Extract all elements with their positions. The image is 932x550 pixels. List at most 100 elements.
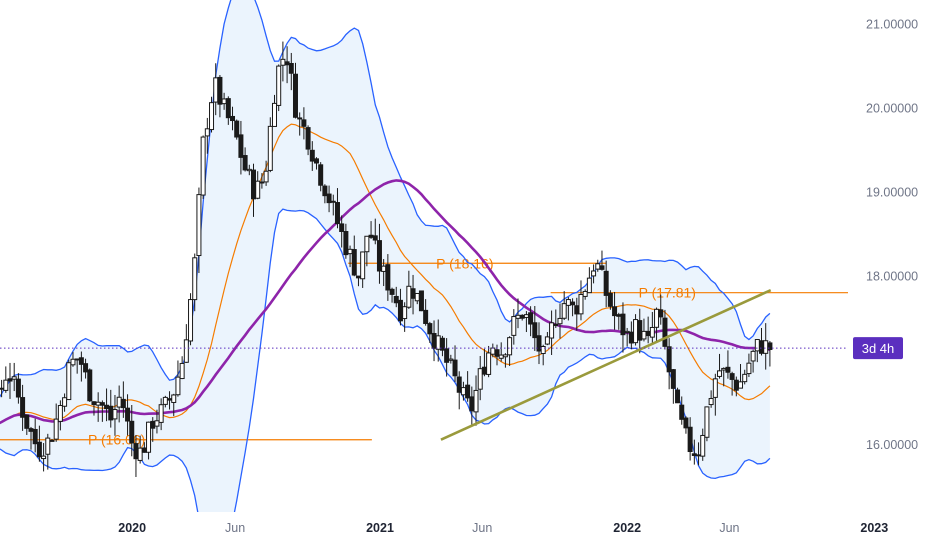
candle-body <box>83 363 89 373</box>
candle-body <box>62 397 68 407</box>
candle-body <box>759 340 765 354</box>
candle-body <box>418 290 424 312</box>
candle-body <box>645 330 651 337</box>
candle <box>662 309 668 350</box>
candle-body <box>15 378 21 398</box>
candle <box>196 187 202 274</box>
candle-body <box>188 299 194 342</box>
candle-body <box>397 299 403 322</box>
time-axis[interactable]: Jun2020Jun2021Jun2022Jun2023 <box>0 521 888 535</box>
candle-body <box>519 314 525 319</box>
candle-body <box>603 270 609 296</box>
x-tick-label: Jun <box>719 521 739 535</box>
candle-body <box>91 401 97 405</box>
candle <box>112 394 118 436</box>
candle <box>209 96 215 133</box>
pivot-label: P (18.16) <box>436 255 493 271</box>
bollinger-lower-line <box>0 208 771 512</box>
candle-body <box>125 407 131 422</box>
candle-body <box>154 420 160 427</box>
candle <box>24 414 30 435</box>
candle <box>670 369 676 404</box>
candle-body <box>582 290 588 297</box>
candle <box>158 398 164 431</box>
candle <box>612 291 618 330</box>
candle-body <box>70 358 76 366</box>
candle-body <box>427 323 433 335</box>
candle-body <box>460 387 466 396</box>
candle-body <box>578 294 584 315</box>
candle-body <box>230 115 236 122</box>
candle-body <box>708 398 714 406</box>
candle <box>292 62 298 119</box>
plot-area[interactable]: P (16.06)P (18.16)P (17.81) <box>0 0 863 550</box>
candle-body <box>99 402 105 406</box>
candle <box>561 291 567 321</box>
candle-body <box>368 234 374 238</box>
candle <box>217 74 223 118</box>
candle-body <box>225 98 231 119</box>
candle-body <box>330 200 336 203</box>
candle <box>700 428 706 461</box>
candle-body <box>712 378 718 398</box>
candle <box>242 147 248 172</box>
candle-body <box>355 275 361 279</box>
candle-body <box>32 428 38 445</box>
candle-body <box>754 339 760 352</box>
candle <box>389 287 395 303</box>
candle-body <box>704 406 710 438</box>
candle-body <box>120 398 126 409</box>
candle-body <box>410 288 416 299</box>
candle-body <box>271 102 277 127</box>
x-tick-label: Jun <box>472 521 492 535</box>
candle-body <box>725 366 731 373</box>
candle <box>582 289 588 300</box>
candle <box>70 351 76 367</box>
candle-body <box>200 136 206 196</box>
candle-body <box>696 454 702 457</box>
candle-body <box>129 420 135 444</box>
candle <box>591 264 597 284</box>
candle <box>372 218 378 245</box>
candle-body <box>763 340 769 354</box>
x-tick-label: 2021 <box>366 521 394 535</box>
candle <box>11 362 17 392</box>
candle <box>7 362 13 399</box>
candle-body <box>574 305 580 315</box>
candle-body <box>523 314 529 318</box>
candle-body <box>557 317 563 325</box>
candle <box>309 141 315 171</box>
candle <box>263 160 269 186</box>
x-tick-label: 2023 <box>860 521 888 535</box>
price-axis[interactable]: 21.00000 20.00000 19.00000 18.00000 16.00000 <box>866 18 918 452</box>
candle-body <box>393 295 399 304</box>
candle <box>120 381 126 418</box>
candle-body <box>637 320 643 341</box>
candle-body <box>305 127 311 150</box>
trendline[interactable] <box>440 288 772 441</box>
candle-body <box>234 120 240 138</box>
candles <box>0 41 773 477</box>
y-tick-label: 21.00000 <box>866 18 918 32</box>
candle-body <box>141 447 147 453</box>
candle <box>683 416 689 434</box>
candle-body <box>612 306 618 317</box>
candle-body <box>452 359 458 377</box>
candle <box>528 306 534 337</box>
candle-body <box>679 404 685 420</box>
x-tick-label: Jun <box>225 521 245 535</box>
y-tick-label: 19.00000 <box>866 186 918 200</box>
candle-body <box>607 292 613 307</box>
candle <box>557 303 563 339</box>
candle-body <box>95 401 101 406</box>
candle-body <box>528 312 534 325</box>
candle <box>666 338 672 390</box>
trendlines[interactable] <box>440 288 772 441</box>
candle-body <box>381 265 387 272</box>
candle-body <box>334 202 340 225</box>
candle <box>725 350 731 379</box>
candle <box>603 260 609 308</box>
bollinger-upper-line <box>0 0 771 398</box>
candle-body <box>326 193 332 204</box>
